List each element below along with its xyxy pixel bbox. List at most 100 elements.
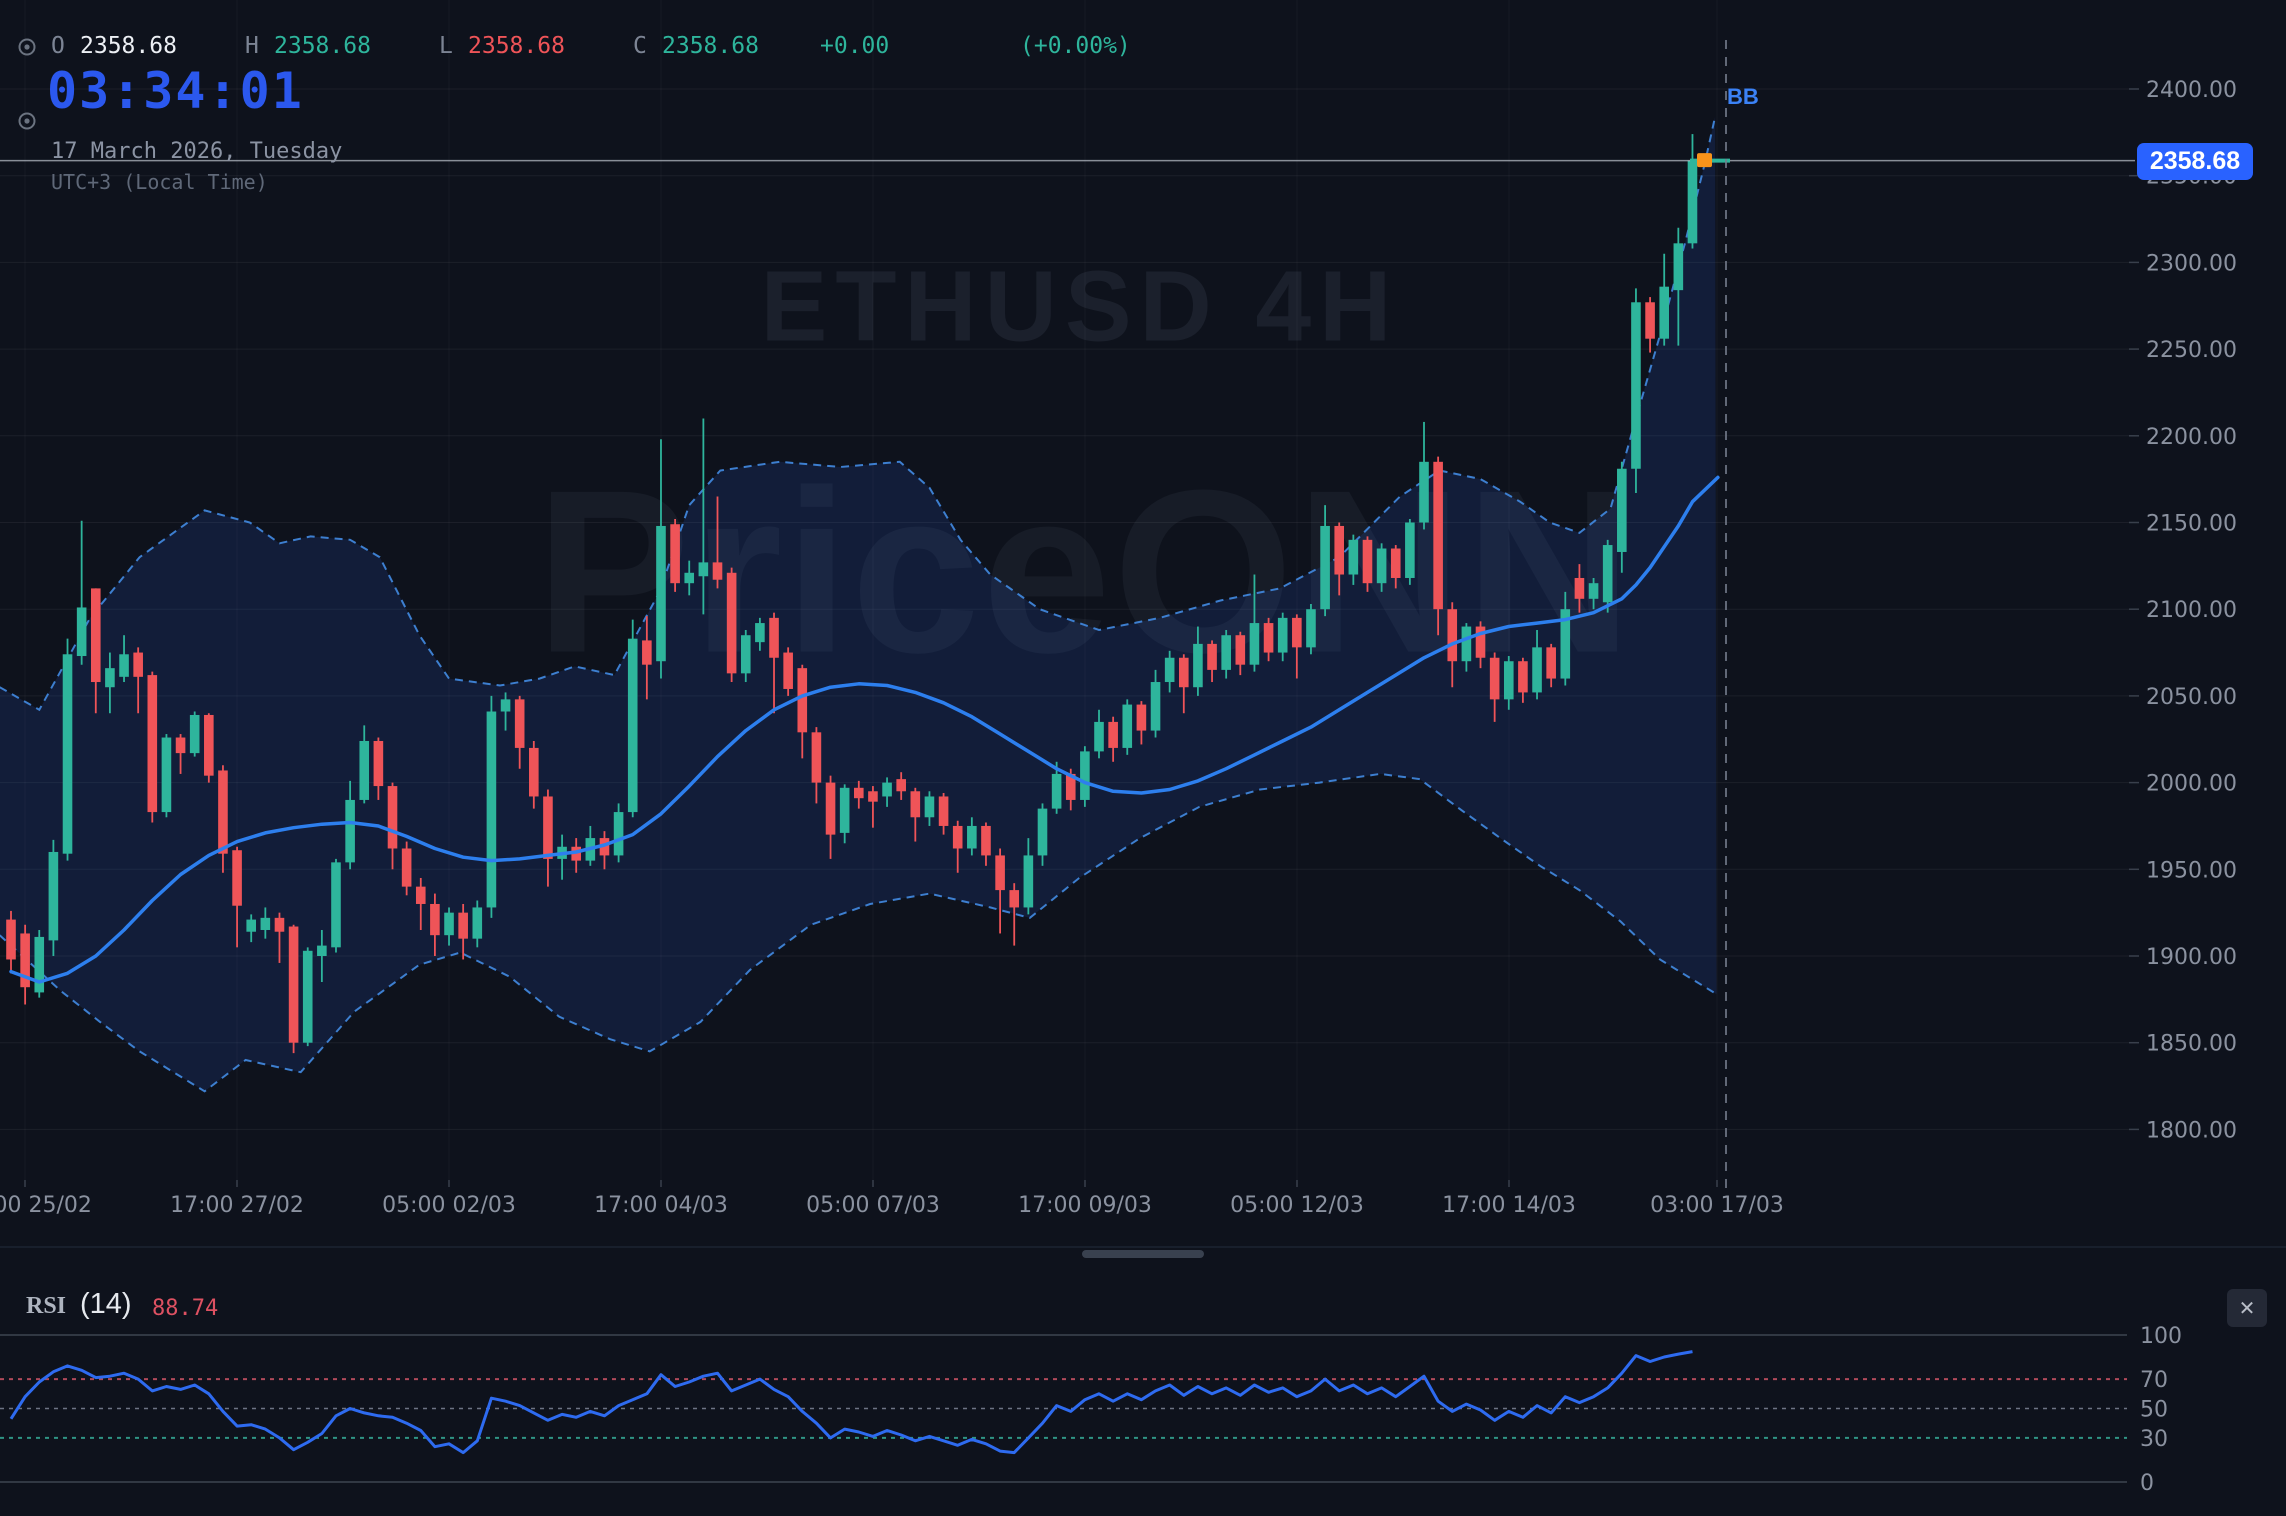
bollinger-upper-band [0,116,1717,712]
candle-body [981,825,991,856]
candle-body [34,936,45,993]
candle-body [133,652,143,677]
candle-body [967,825,977,849]
close-label: C [633,33,647,59]
candle-body [331,862,341,948]
candle-body [924,796,935,818]
candle-body [1193,643,1203,688]
rsi-axis-label: 50 [2140,1398,2168,1423]
candle-body [430,903,440,936]
candle-body [740,635,751,674]
time-axis-label: 05:00 07/03 [806,1193,940,1218]
price-axis-label: 2250.00 [2146,338,2237,363]
price-axis-label: 1850.00 [2146,1032,2237,1057]
candle-body [1306,609,1316,648]
candle-body [1249,623,1260,665]
candle-body [854,787,864,799]
candle-body [1277,617,1288,653]
price-axis-label: 1950.00 [2146,858,2237,883]
candle-body [317,945,327,956]
candle-body [1518,661,1528,693]
time-axis-label: 03:00 17/03 [1650,1193,1784,1218]
time-axis-label: 05:00 02/03 [382,1193,516,1218]
candle-body [161,737,172,813]
candle-body [1122,704,1133,748]
rsi-line [9,1350,1693,1455]
price-axis-label: 2150.00 [2146,512,2237,537]
candle-body [1207,643,1217,670]
candle-body [444,912,454,936]
candle-body [543,796,553,859]
rsi-period: (14) [80,1288,132,1320]
candle-body [868,791,878,802]
candle-body [613,812,624,856]
candle-body [1419,461,1429,523]
candle-body [882,782,892,797]
candle-body [458,912,468,939]
pane-resize-handle[interactable] [1082,1250,1204,1258]
candle-body [1433,461,1443,610]
candle-body [514,699,525,748]
candle-body [1659,286,1670,339]
candle-body [1560,609,1571,679]
watermark-symbol: ETHUSD 4H [760,250,1400,363]
candle-body [684,572,695,584]
candle-body [896,779,906,792]
candle-body [105,668,115,688]
price-axis-label: 2050.00 [2146,685,2237,710]
candle-body [1532,647,1542,693]
high-value: 2358.68 [274,33,371,59]
candle-body [204,714,214,776]
price-axis-label: 2200.00 [2146,425,2237,450]
candle-body [62,654,73,854]
order-marker[interactable] [1697,153,1712,168]
eye-icon[interactable] [16,110,38,136]
candle-body [147,675,158,813]
sma-line [9,475,1720,984]
candle-body [1673,243,1684,291]
candle-body [797,668,808,733]
candle-body [1362,539,1373,584]
price-axis-label: 2300.00 [2146,251,2237,276]
candle-body [1094,721,1104,752]
candle-body [1150,682,1161,731]
time-axis-label: 17:00 09/03 [1018,1193,1152,1218]
price-axis-label: 1800.00 [2146,1118,2237,1143]
candle-body [995,855,1005,891]
open-value: 2358.68 [80,33,177,59]
candle-body [175,737,186,754]
rsi-axis-label: 100 [2140,1324,2182,1349]
candle-body [20,933,30,988]
candle-body [345,799,355,863]
candle-body [1009,890,1020,908]
candle-body [90,588,101,683]
candle-body [1263,623,1274,653]
rsi-axis-label: 0 [2140,1471,2154,1496]
rsi-close-button[interactable]: ✕ [2227,1289,2267,1327]
candle-body [1320,525,1330,610]
rsi-value: 88.74 [152,1296,219,1321]
candle-body [1334,525,1345,575]
candle-body [755,623,765,643]
session-clock: 03:34:01 [47,62,304,120]
candle-body [48,851,59,941]
rsi-title: RSI [26,1293,67,1319]
candle-body [1051,773,1062,809]
eye-icon[interactable] [16,36,38,62]
candle-body [189,714,200,754]
open-label: O [51,33,65,59]
candle-body [1037,808,1048,856]
time-axis-label: 05:00 12/03 [1230,1193,1364,1218]
candle-body [1080,751,1090,800]
candle-body [1292,617,1302,648]
candle-body [486,711,497,908]
candle-body [1461,626,1472,662]
high-label: H [245,33,259,59]
time-axis-label: 17:00 27/02 [170,1193,304,1218]
candle-body [670,524,680,584]
candle-body [1235,635,1246,665]
candle-body [500,699,511,712]
candle-body [232,850,242,906]
